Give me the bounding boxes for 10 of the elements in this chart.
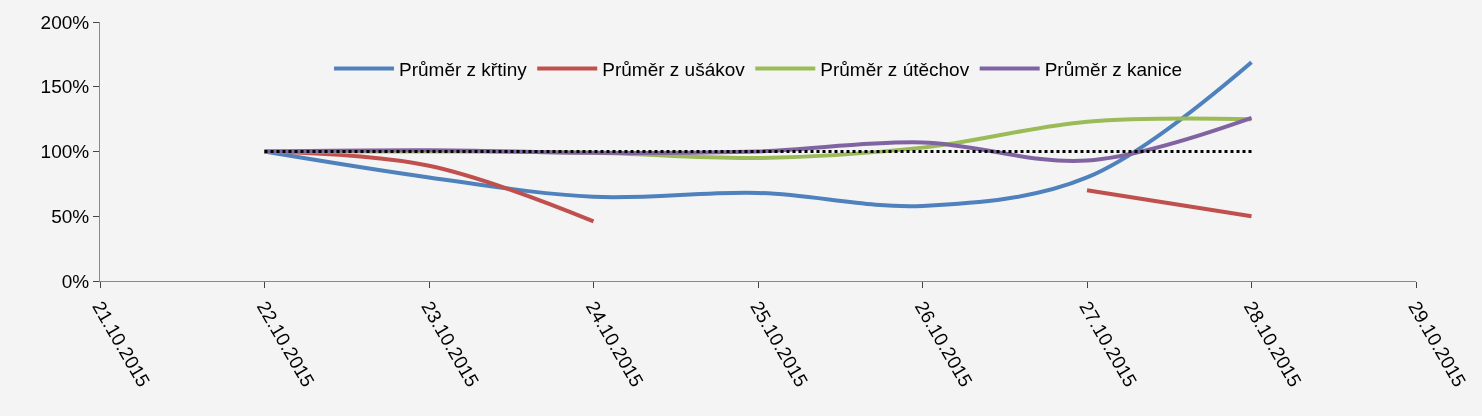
y-tick-label: 100% [40, 141, 90, 163]
y-tick-label: 50% [51, 205, 90, 227]
y-tick-label: 150% [40, 76, 90, 98]
legend-label: Průměr z útěchov [820, 58, 970, 80]
legend-label: Průměr z ušákov [602, 58, 746, 80]
y-tick-label: 200% [40, 11, 90, 33]
legend-label: Průměr z křtiny [399, 58, 528, 80]
legend-label: Průměr z kanice [1044, 58, 1182, 80]
line-series [262, 60, 1254, 209]
y-tick-label: 0% [61, 270, 90, 292]
